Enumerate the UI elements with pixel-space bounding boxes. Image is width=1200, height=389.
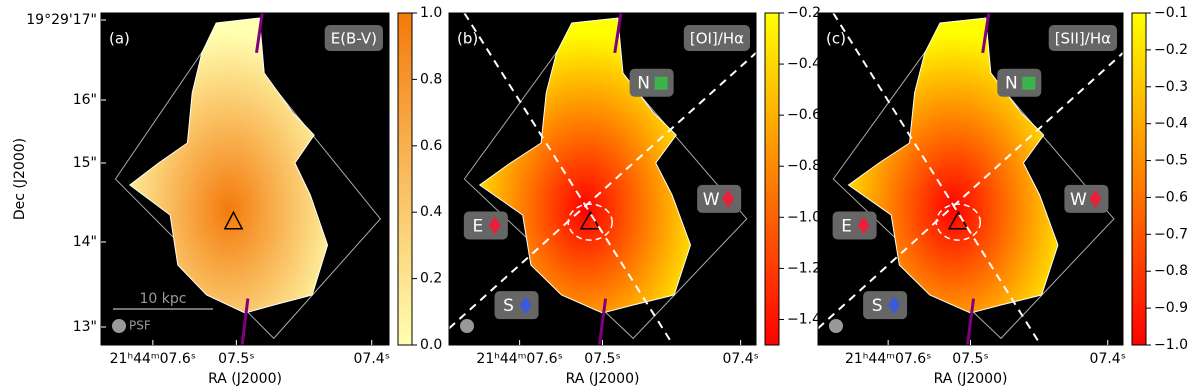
colorbar-tick-label: 1.0 <box>420 5 442 21</box>
colorbar <box>397 12 413 346</box>
colorbar <box>764 12 780 346</box>
sector-boundary <box>817 52 1124 330</box>
region-marker <box>1089 189 1102 208</box>
y-tick-label: 14" <box>73 234 97 250</box>
colorbar-tick-label: −0.5 <box>1154 153 1188 169</box>
region-label: N <box>1005 74 1018 94</box>
x-tick-label: 07.4ˢ <box>722 351 758 367</box>
x-tick-label: 07.4ˢ <box>354 351 390 367</box>
region-marker <box>654 76 668 90</box>
title-box <box>324 25 383 51</box>
region-marker <box>488 216 501 235</box>
region-marker <box>519 296 532 315</box>
region-box <box>494 291 539 320</box>
slit <box>597 298 608 346</box>
panel-label: (c) <box>826 30 846 48</box>
psf-circle <box>829 319 843 333</box>
region-label: N <box>637 74 650 94</box>
x-tick-label: 07.4ˢ <box>1090 351 1126 367</box>
region-box <box>863 291 908 320</box>
x-tick-label: 07.5ˢ <box>218 351 254 367</box>
sector-boundary <box>463 12 674 346</box>
colorbar-tick-label: 0.4 <box>420 204 442 220</box>
colorbar-tick-label: −0.2 <box>1154 42 1188 58</box>
colorbar-tick-label: −0.6 <box>1154 189 1188 205</box>
emission-region <box>847 17 1059 314</box>
colorbar-tick-label: −1.2 <box>787 260 821 276</box>
region-label: S <box>872 296 883 316</box>
psf-circle <box>112 319 126 333</box>
y-tick-label: 13" <box>73 319 97 335</box>
slit <box>965 298 976 346</box>
scale-bar-label: 10 kpc <box>140 291 187 307</box>
slit <box>613 12 623 54</box>
psf-label: PSF <box>129 319 151 333</box>
sector-boundary <box>832 12 1042 346</box>
colorbar-tick-label: −0.8 <box>787 158 821 174</box>
x-axis-label: RA (J2000) <box>934 371 1008 387</box>
region-label: E <box>472 216 483 236</box>
sector-boundary <box>448 52 757 330</box>
region-label: W <box>703 190 720 210</box>
colorbar-tick-label: −0.2 <box>787 5 821 21</box>
aperture <box>567 203 613 241</box>
aperture <box>935 203 982 241</box>
slit <box>240 298 250 346</box>
region-marker <box>857 216 870 235</box>
x-tick-label: 07.5ˢ <box>952 351 988 367</box>
y-tick-label: 15" <box>73 155 97 171</box>
region-marker <box>722 189 735 208</box>
colorbar-tick-label: 0.0 <box>420 337 442 353</box>
colorbar-tick-label: 0.6 <box>420 138 442 154</box>
slit <box>255 12 264 54</box>
panel-title: [SII]/Hα <box>1055 30 1111 48</box>
psf-circle <box>460 319 474 333</box>
colorbar-tick-label: −0.3 <box>1154 79 1188 95</box>
region-box <box>697 184 742 213</box>
x-axis-label: RA (J2000) <box>566 371 640 387</box>
emission-region <box>128 17 329 314</box>
colorbar <box>1131 12 1147 346</box>
nucleus-marker <box>223 210 244 230</box>
axes-frame <box>100 12 390 346</box>
colorbar-tick-label: −1.4 <box>787 311 821 327</box>
region-label: W <box>1070 190 1087 210</box>
region-label: S <box>503 296 514 316</box>
x-tick-label: 21ʰ44ᵐ07.6ˢ <box>110 351 196 367</box>
y-tick-label: 19°29'17" <box>26 12 97 28</box>
region-box <box>832 211 877 240</box>
emission-region <box>478 17 692 314</box>
panel-label: (a) <box>109 30 130 48</box>
title-box <box>683 25 750 51</box>
colorbar-tick-label: −0.7 <box>1154 226 1188 242</box>
colorbar-tick-label: −0.4 <box>1154 116 1188 132</box>
colorbar-tick-label: −0.4 <box>787 56 821 72</box>
colorbar-tick-label: −1.0 <box>1154 337 1188 353</box>
colorbar-tick-label: −0.6 <box>787 107 821 123</box>
y-tick-label: 16" <box>73 92 97 108</box>
region-marker <box>1022 76 1036 90</box>
colorbar-tick-label: −1.0 <box>787 209 821 225</box>
colorbar-tick-label: −0.1 <box>1154 5 1188 21</box>
region-box <box>1064 184 1109 213</box>
colorbar-tick-label: −0.9 <box>1154 300 1188 316</box>
region-box <box>463 211 508 240</box>
x-tick-label: 21ʰ44ᵐ07.6ˢ <box>845 351 931 367</box>
colorbar-tick-label: 0.2 <box>420 271 442 287</box>
slit <box>981 12 991 54</box>
panel-title: E(B-V) <box>331 30 377 48</box>
region-marker <box>888 296 901 315</box>
colorbar-tick-label: 0.8 <box>420 71 442 87</box>
x-tick-label: 21ʰ44ᵐ07.6ˢ <box>476 351 562 367</box>
y-axis-label: Dec (J2000) <box>12 138 28 220</box>
panel-label: (b) <box>457 30 478 48</box>
x-tick-label: 07.5ˢ <box>584 351 620 367</box>
region-label: E <box>841 216 852 236</box>
title-box <box>1048 25 1117 51</box>
colorbar-tick-label: −0.8 <box>1154 263 1188 279</box>
panel-title: [OI]/Hα <box>690 30 744 48</box>
x-axis-label: RA (J2000) <box>208 371 282 387</box>
